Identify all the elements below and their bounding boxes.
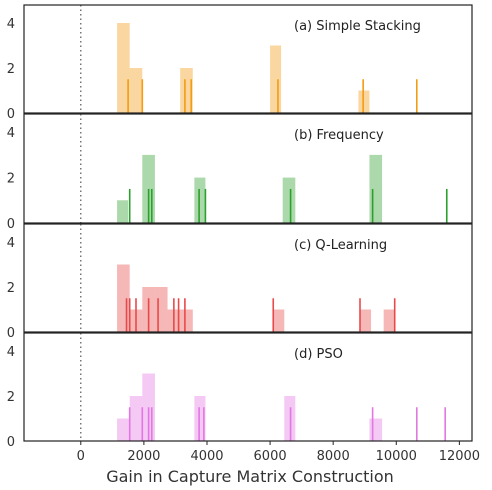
histogram-bar xyxy=(360,309,372,332)
panel-frame xyxy=(23,113,473,224)
histogram-bar xyxy=(154,287,168,332)
y-tick-label: 2 xyxy=(7,62,15,77)
histogram-bar xyxy=(117,264,130,332)
histogram-bar xyxy=(270,45,282,113)
panel-title: (c) Q-Learning xyxy=(294,238,387,253)
panel-title: (a) Simple Stacking xyxy=(294,19,421,34)
panel-frame xyxy=(23,223,473,333)
x-tick-label: 8000 xyxy=(317,449,350,464)
panel-frame xyxy=(23,332,473,442)
x-tick-label: 4000 xyxy=(190,449,223,464)
x-axis-label: Gain in Capture Matrix Construction xyxy=(106,467,394,486)
histogram-bar xyxy=(273,309,285,332)
panel-3: 0 2 4 (c) Q-Learning xyxy=(7,223,473,341)
y-tick-label: 2 xyxy=(7,281,15,296)
x-tick-label: 6000 xyxy=(254,449,287,464)
x-tick-label: 12000 xyxy=(439,449,480,464)
x-tick-label: 2000 xyxy=(127,449,160,464)
y-tick-label: 2 xyxy=(7,172,15,187)
y-tick-label: 0 xyxy=(7,326,15,341)
panel-frame xyxy=(23,4,473,114)
panel-2: 0 2 4 (b) Frequency xyxy=(7,113,473,232)
x-axis: 0 2000 4000 6000 8000 10000 12000 xyxy=(77,441,480,464)
y-tick-label: 0 xyxy=(7,107,15,122)
histogram-bar xyxy=(369,154,383,224)
x-tick-label: 0 xyxy=(77,449,85,464)
histogram-bar xyxy=(180,309,193,332)
panel-1: 0 2 4 (a) Simple Stacking xyxy=(7,4,473,122)
y-tick-label: 4 xyxy=(7,126,15,141)
histogram-bar xyxy=(282,177,296,223)
panel-title: (d) PSO xyxy=(294,347,343,362)
histogram-bar xyxy=(129,396,143,441)
histogram-bar xyxy=(117,23,130,113)
panel-4: 0 2 4 (d) PSO xyxy=(7,332,473,450)
panels: 0 2 4 (a) Simple Stacking 0 2 4 (b) Frequency 0 2… xyxy=(7,4,473,450)
y-tick-label: 0 xyxy=(7,217,15,232)
y-tick-label: 4 xyxy=(7,345,15,360)
panel-title: (b) Frequency xyxy=(294,128,384,143)
histogram-bar xyxy=(369,418,383,441)
histogram-bar xyxy=(117,418,130,441)
y-tick-label: 4 xyxy=(7,17,15,32)
histogram-bar xyxy=(383,309,395,332)
histogram-bar xyxy=(180,68,193,113)
histogram-bar xyxy=(117,200,129,223)
y-tick-label: 4 xyxy=(7,236,15,251)
y-tick-label: 0 xyxy=(7,435,15,450)
x-tick-label: 10000 xyxy=(376,449,417,464)
y-tick-label: 2 xyxy=(7,390,15,405)
histogram-bar xyxy=(129,68,143,113)
